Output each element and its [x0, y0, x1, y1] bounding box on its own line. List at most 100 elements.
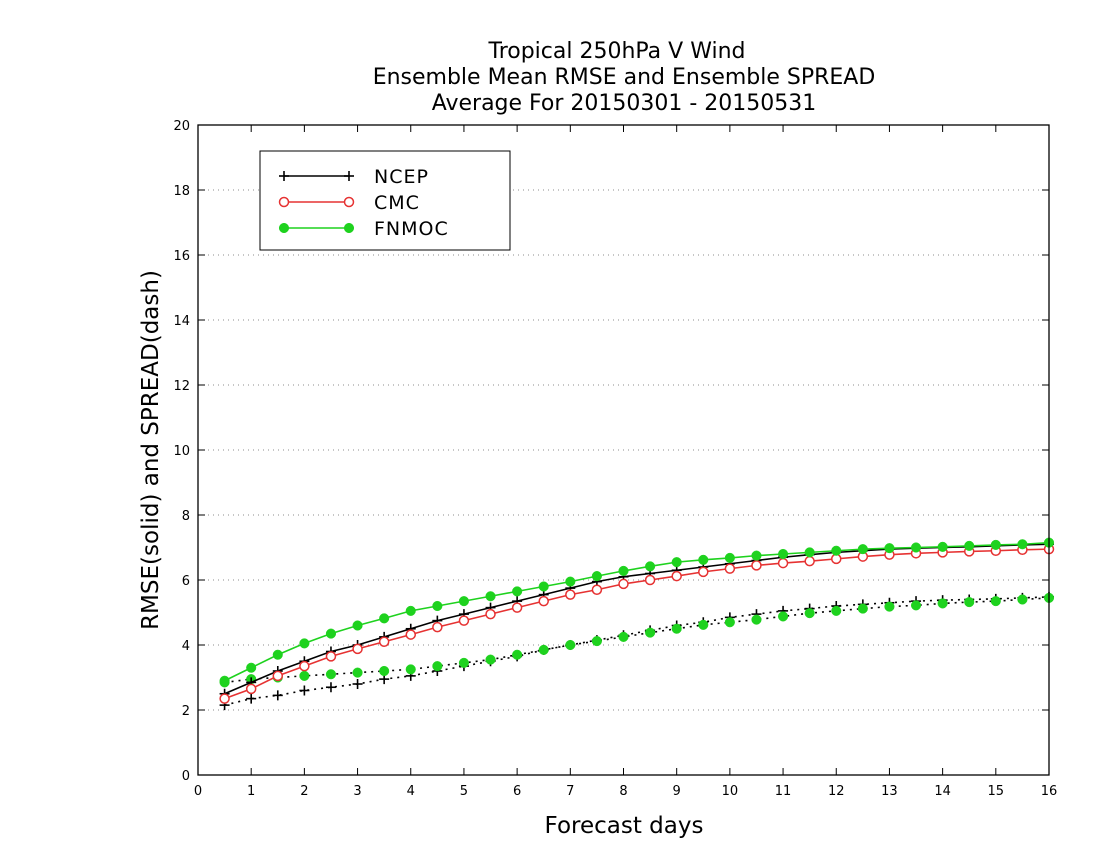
point-rmse-cmc-20 — [751, 560, 762, 571]
point-spread-fnmoc-19 — [724, 617, 735, 628]
point-rmse-fnmoc-8 — [432, 600, 443, 612]
point-rmse-fnmoc-25 — [884, 543, 895, 554]
point-spread-fnmoc-17 — [671, 623, 682, 634]
point-rmse-fnmoc-16 — [645, 561, 656, 572]
point-spread-fnmoc-21 — [778, 611, 789, 622]
point-spread-fnmoc-27 — [937, 598, 948, 609]
point-rmse-cmc-9 — [458, 615, 470, 626]
y-tick-label-5: 10 — [173, 444, 190, 459]
point-rmse-cmc-1 — [245, 683, 257, 695]
point-spread-fnmoc-28 — [964, 597, 975, 608]
x-tick-label-7: 7 — [566, 784, 574, 799]
x-tick-label-10: 10 — [722, 784, 739, 799]
series-line-rmse-fnmoc — [224, 541, 1050, 682]
point-rmse-fnmoc-10 — [485, 591, 496, 602]
point-rmse-fnmoc-22 — [804, 547, 815, 558]
chart-title-line-2: Ensemble Mean RMSE and Ensemble SPREAD — [373, 65, 876, 90]
x-tick-label-13: 13 — [881, 784, 898, 799]
point-spread-ncep-1 — [246, 693, 257, 704]
point-rmse-cmc-3 — [299, 660, 310, 672]
point-spread-fnmoc-14 — [591, 636, 602, 647]
point-rmse-cmc-7 — [405, 629, 416, 640]
x-tick-label-6: 6 — [513, 784, 521, 799]
point-rmse-cmc-10 — [485, 608, 496, 620]
point-spread-fnmoc-5 — [352, 667, 363, 678]
point-rmse-fnmoc-21 — [778, 548, 789, 560]
y-tick-label-10: 20 — [173, 119, 190, 134]
series-line-rmse-cmc — [224, 548, 1050, 700]
point-rmse-fnmoc-12 — [538, 581, 549, 592]
point-rmse-cmc-21 — [777, 557, 789, 569]
point-rmse-cmc-5 — [352, 643, 363, 655]
point-rmse-fnmoc-3 — [299, 638, 310, 649]
x-tick-label-11: 11 — [775, 784, 792, 799]
point-rmse-cmc-4 — [325, 651, 337, 662]
legend-box — [259, 150, 511, 251]
point-rmse-cmc-22 — [804, 555, 815, 567]
point-rmse-fnmoc-13 — [565, 576, 576, 587]
point-rmse-cmc-11 — [511, 602, 523, 613]
y-axis-title: RMSE(solid) and SPREAD(dash) — [138, 270, 164, 630]
y-tick-label-4: 8 — [182, 509, 190, 524]
point-rmse-fnmoc-27 — [937, 541, 948, 552]
legend-marker-right-fnmoc — [343, 222, 355, 234]
x-tick-label-3: 3 — [353, 784, 361, 799]
point-rmse-fnmoc-18 — [698, 554, 709, 565]
point-rmse-fnmoc-5 — [352, 620, 363, 631]
data-series — [219, 537, 1055, 711]
point-rmse-fnmoc-23 — [831, 545, 842, 556]
point-spread-fnmoc-7 — [405, 664, 416, 675]
chart-titles: Tropical 250hPa V Wind Ensemble Mean RMS… — [373, 39, 876, 116]
point-rmse-cmc-12 — [538, 595, 549, 607]
x-tick-label-12: 12 — [828, 784, 845, 799]
point-spread-fnmoc-15 — [618, 631, 629, 642]
legend: NCEP CMC FNMOC — [259, 150, 511, 251]
point-spread-ncep-2 — [272, 690, 283, 701]
point-rmse-cmc-2 — [272, 670, 284, 682]
point-rmse-cmc-8 — [432, 621, 443, 633]
point-spread-fnmoc-10 — [485, 654, 496, 665]
point-spread-fnmoc-23 — [831, 605, 842, 616]
point-rmse-cmc-18 — [698, 566, 709, 578]
point-spread-fnmoc-20 — [751, 614, 762, 625]
point-spread-ncep-5 — [352, 679, 363, 689]
legend-marker-left-fnmoc — [278, 222, 290, 234]
point-rmse-fnmoc-4 — [325, 628, 337, 639]
legend-marker-right-cmc — [343, 196, 355, 208]
x-tick-label-4: 4 — [407, 784, 415, 799]
x-tick-label-0: 0 — [194, 784, 202, 799]
point-rmse-cmc-15 — [618, 578, 629, 590]
legend-marker-left-ncep — [279, 171, 289, 181]
y-tick-label-3: 6 — [182, 574, 190, 589]
x-tick-label-16: 16 — [1041, 784, 1058, 799]
point-rmse-fnmoc-0 — [219, 675, 230, 686]
point-rmse-fnmoc-28 — [964, 540, 975, 551]
point-rmse-fnmoc-7 — [405, 605, 416, 616]
point-rmse-cmc-6 — [378, 636, 390, 647]
point-rmse-fnmoc-6 — [379, 613, 390, 624]
legend-marker-left-cmc — [278, 196, 290, 208]
point-spread-fnmoc-4 — [325, 669, 337, 680]
y-tick-label-9: 18 — [173, 184, 190, 199]
y-tick-label-1: 2 — [182, 704, 190, 719]
point-spread-fnmoc-22 — [804, 608, 815, 619]
point-rmse-fnmoc-30 — [1017, 539, 1028, 550]
point-rmse-cmc-14 — [591, 584, 603, 595]
point-rmse-fnmoc-26 — [910, 542, 922, 553]
x-axis-title: Forecast days — [545, 813, 704, 839]
point-spread-fnmoc-13 — [565, 639, 576, 651]
point-spread-fnmoc-11 — [512, 649, 523, 660]
y-tick-label-6: 12 — [173, 379, 190, 394]
point-rmse-fnmoc-29 — [990, 539, 1001, 550]
x-tick-label-1: 1 — [247, 784, 255, 799]
point-rmse-fnmoc-2 — [272, 649, 283, 660]
point-rmse-fnmoc-11 — [512, 586, 523, 597]
point-rmse-cmc-13 — [565, 589, 576, 600]
x-tick-label-15: 15 — [988, 784, 1005, 799]
point-rmse-fnmoc-17 — [671, 557, 682, 568]
point-rmse-fnmoc-20 — [751, 550, 762, 561]
point-spread-fnmoc-16 — [645, 627, 656, 638]
x-tick-label-2: 2 — [300, 784, 308, 799]
legend-marker-right-ncep — [344, 171, 354, 181]
